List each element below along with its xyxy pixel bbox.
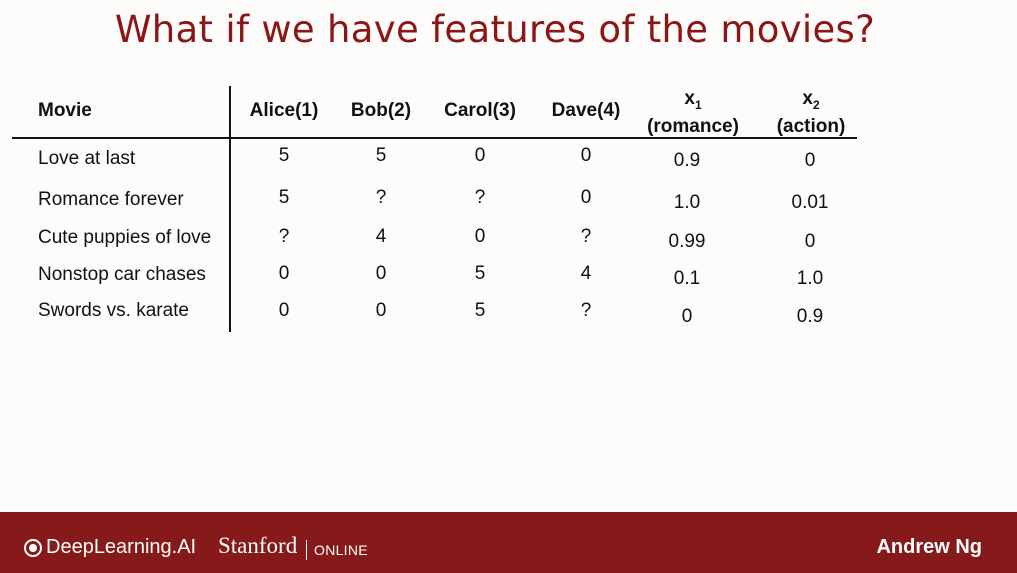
deeplearning-logo: DeepLearning.AI [24, 536, 196, 559]
footer-bar: DeepLearning.AI Stanford ONLINE Andrew N… [0, 512, 1017, 573]
row-4-dave: 4 [580, 263, 592, 284]
row-1-bob: 5 [375, 145, 387, 166]
row-2-carol: ? [474, 187, 486, 208]
header-alice: Alice(1) [249, 100, 319, 121]
header-x1-label: (romance) [647, 115, 739, 137]
header-x1: x1 (romance) [647, 88, 739, 138]
brand-name: DeepLearning.AI [46, 536, 197, 558]
ratings-table: Movie Alice(1) Bob(2) Carol(3) Dave(4) x… [12, 86, 857, 332]
row-3-x1: 0.99 [668, 231, 706, 252]
row-5-x1: 0 [681, 306, 693, 327]
row-5-dave: ? [580, 300, 592, 321]
header-x2-label: (action) [776, 115, 846, 137]
column-divider [229, 86, 231, 332]
deeplearning-icon [24, 538, 42, 557]
row-4-x2: 1.0 [796, 268, 824, 289]
row-2-bob: ? [375, 187, 387, 208]
row-3-movie: Cute puppies of love [38, 227, 212, 248]
row-4-alice: 0 [278, 263, 290, 284]
row-4-carol: 5 [474, 263, 486, 284]
author-name: Andrew Ng [876, 536, 982, 558]
row-4-movie: Nonstop car chases [38, 264, 206, 285]
row-4-bob: 0 [375, 263, 387, 284]
row-2-alice: 5 [278, 187, 290, 208]
header-x2-var: x [802, 88, 813, 109]
row-3-x2: 0 [804, 231, 816, 252]
row-3-alice: ? [278, 226, 290, 247]
row-3-dave: ? [580, 226, 592, 247]
row-5-carol: 5 [474, 300, 486, 321]
row-1-x1: 0.9 [673, 150, 701, 171]
row-4-x1: 0.1 [673, 268, 701, 289]
header-dave: Dave(4) [551, 100, 621, 121]
header-bob: Bob(2) [350, 100, 412, 121]
row-2-movie: Romance forever [38, 189, 184, 210]
row-3-bob: 4 [375, 226, 387, 247]
row-2-x2: 0.01 [791, 192, 829, 213]
row-1-movie: Love at last [38, 148, 136, 169]
row-1-carol: 0 [474, 145, 486, 166]
slide-title: What if we have features of the movies? [114, 8, 876, 51]
row-1-alice: 5 [278, 145, 290, 166]
header-carol: Carol(3) [444, 100, 516, 121]
header-x1-sub: 1 [694, 97, 702, 112]
row-5-alice: 0 [278, 300, 290, 321]
row-5-movie: Swords vs. karate [38, 300, 189, 321]
row-2-dave: 0 [580, 187, 592, 208]
header-x1-var: x [684, 88, 695, 109]
row-2-x1: 1.0 [673, 192, 701, 213]
header-movie: Movie [38, 100, 92, 121]
row-5-x2: 0.9 [796, 306, 824, 327]
row-5-bob: 0 [375, 300, 387, 321]
header-divider [12, 137, 857, 139]
header-x2-sub: 2 [812, 97, 820, 112]
online-label: ONLINE [314, 542, 368, 558]
header-x2: x2 (action) [777, 88, 846, 138]
row-1-x2: 0 [804, 150, 816, 171]
row-1-dave: 0 [580, 145, 592, 166]
row-3-carol: 0 [474, 226, 486, 247]
stanford-logo: Stanford [218, 533, 298, 558]
logo-separator [306, 540, 307, 560]
